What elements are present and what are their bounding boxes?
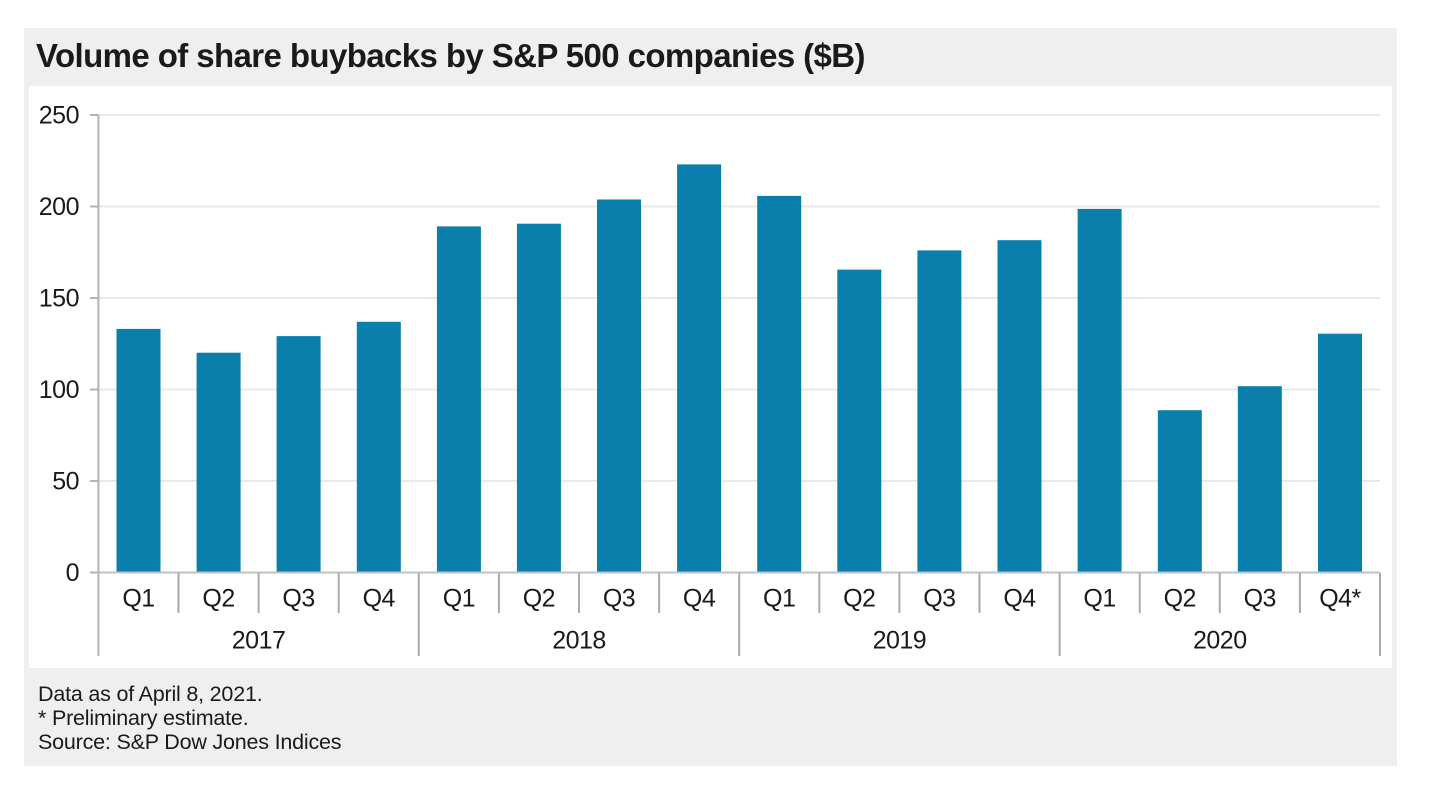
svg-text:Q3: Q3 [923,585,955,613]
svg-text:Q2: Q2 [523,585,555,613]
svg-text:2017: 2017 [232,627,286,655]
svg-text:200: 200 [39,193,79,221]
svg-text:Q3: Q3 [603,585,635,613]
svg-text:Q3: Q3 [1244,585,1276,613]
svg-text:50: 50 [52,468,79,496]
svg-text:Q4*: Q4* [1319,585,1361,613]
svg-text:Q1: Q1 [443,585,475,613]
svg-text:Q1: Q1 [1083,585,1115,613]
svg-text:Q1: Q1 [763,585,795,613]
svg-text:Q2: Q2 [1164,585,1196,613]
svg-text:Q1: Q1 [122,585,154,613]
svg-text:Q2: Q2 [202,585,234,613]
svg-text:150: 150 [39,285,79,313]
svg-text:Q3: Q3 [282,585,314,613]
svg-text:2018: 2018 [552,627,606,655]
svg-text:100: 100 [39,376,79,404]
svg-text:Q4: Q4 [1003,585,1036,613]
svg-text:Q4: Q4 [363,585,396,613]
svg-text:Q2: Q2 [843,585,875,613]
svg-text:2019: 2019 [873,627,927,655]
svg-text:250: 250 [39,102,79,130]
svg-text:Q4: Q4 [683,585,716,613]
svg-text:0: 0 [66,559,79,587]
svg-text:2020: 2020 [1193,627,1247,655]
